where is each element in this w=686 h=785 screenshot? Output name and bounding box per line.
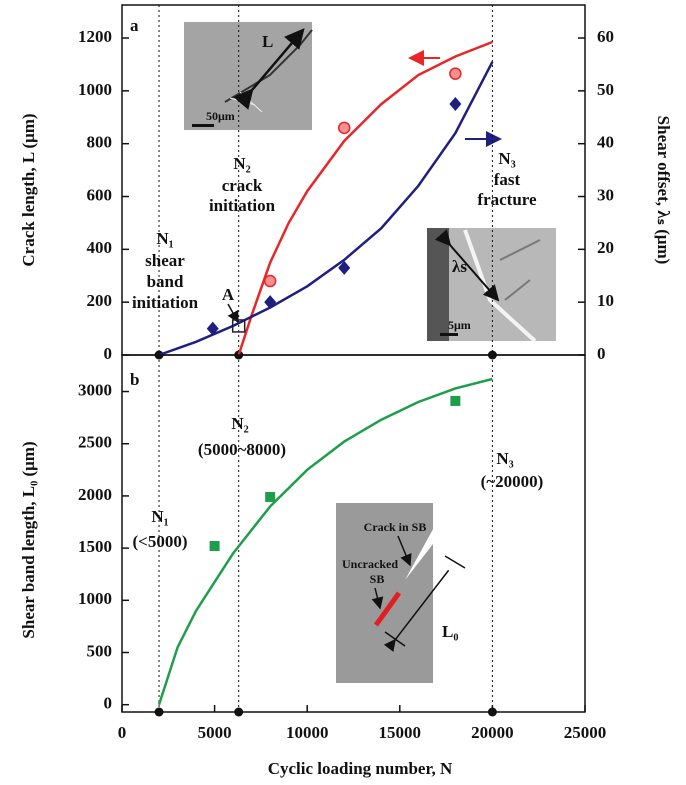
- data-point: [338, 260, 351, 275]
- x-tick-label: 20000: [471, 723, 514, 742]
- annotation: b: [130, 370, 139, 389]
- annotation: a: [130, 16, 139, 35]
- y-tick-label: 3000: [78, 380, 112, 399]
- fit-curve: [157, 377, 493, 706]
- schematic-inset: Crack in SB Uncracked SB L₀: [336, 503, 466, 683]
- fit-curve: [237, 40, 493, 356]
- y2-tick-label: 30: [597, 185, 614, 204]
- data-point: [209, 541, 220, 552]
- data-point: [449, 97, 462, 112]
- inset-label: L₀: [442, 622, 458, 641]
- annotation: N₃: [498, 149, 515, 168]
- annotation: N₂: [233, 154, 250, 173]
- x-tick-label: 15000: [379, 723, 422, 742]
- annotation: A: [222, 285, 235, 304]
- inset-label: L: [262, 32, 273, 51]
- annotation: N₁: [156, 229, 173, 248]
- annotation: (<5000): [132, 532, 187, 551]
- reference-dot: [234, 707, 244, 717]
- scale-bar-label: 5μm: [448, 318, 471, 332]
- reference-dot: [154, 707, 164, 717]
- annotation: initiation: [132, 293, 199, 312]
- y-tick-label: 500: [87, 641, 113, 660]
- y-tick-label: 200: [87, 291, 113, 310]
- y2-tick-label: 10: [597, 291, 614, 310]
- data-point: [265, 491, 276, 502]
- y2-tick-label: 20: [597, 238, 614, 257]
- annotation: crack: [222, 176, 263, 195]
- annotation: shear: [145, 251, 185, 270]
- annotation: fast: [494, 170, 521, 189]
- inset-label: SB: [370, 572, 385, 586]
- y-tick-label: 1000: [78, 589, 112, 608]
- annotation: fracture: [477, 190, 537, 209]
- y2-tick-label: 0: [597, 344, 606, 363]
- y-axis-title: Crack length, L (μm): [19, 113, 38, 266]
- y-tick-label: 2500: [78, 433, 112, 452]
- annotation: band: [147, 272, 184, 291]
- x-tick-label: 5000: [198, 723, 232, 742]
- data-point: [263, 274, 277, 288]
- x-tick-label: 25000: [564, 723, 607, 742]
- annotation: initiation: [209, 196, 276, 215]
- data-point: [206, 321, 219, 336]
- data-point: [449, 67, 462, 80]
- y-tick-label: 600: [87, 185, 113, 204]
- y-tick-label: 400: [87, 238, 113, 257]
- y-tick-label: 0: [104, 694, 113, 713]
- data-point: [231, 319, 246, 333]
- y2-tick-label: 60: [597, 27, 614, 46]
- data-point: [450, 395, 461, 406]
- y-tick-label: 1500: [78, 537, 112, 556]
- plot-frame: [121, 354, 586, 713]
- y-tick-label: 800: [87, 133, 113, 152]
- x-tick-label: 10000: [286, 723, 329, 742]
- x-tick-label: 0: [118, 723, 127, 742]
- x-axis-title: Cyclic loading number, N: [268, 759, 453, 778]
- data-point: [337, 121, 351, 135]
- inset-label: Crack in SB: [364, 520, 427, 534]
- sem-inset: L 50μm: [184, 22, 313, 130]
- arrow: [227, 303, 239, 324]
- scale-bar-label: 50μm: [206, 109, 235, 123]
- y-tick-label: 1200: [78, 27, 112, 46]
- y2-axis-title: Shear offset, λₛ (μm): [654, 116, 673, 265]
- y-axis-title: Shear band length, L₀ (μm): [19, 441, 38, 638]
- reference-dot: [487, 707, 497, 717]
- annotation: N₁: [151, 507, 168, 526]
- inset-label: λs: [452, 257, 467, 276]
- y-tick-label: 2000: [78, 485, 112, 504]
- y2-tick-label: 40: [597, 133, 614, 152]
- data-point: [264, 295, 277, 310]
- annotation: N₃: [496, 449, 513, 468]
- inset-label: Uncracked: [342, 557, 398, 571]
- y2-tick-label: 50: [597, 80, 614, 99]
- y-tick-label: 0: [104, 344, 113, 363]
- sem-inset: λs 5μm: [427, 228, 556, 343]
- fit-curve: [158, 61, 494, 357]
- annotation: (~20000): [481, 472, 544, 491]
- annotation: (5000~8000): [198, 440, 286, 459]
- y-tick-label: 1000: [78, 80, 112, 99]
- annotation: N₂: [231, 414, 248, 433]
